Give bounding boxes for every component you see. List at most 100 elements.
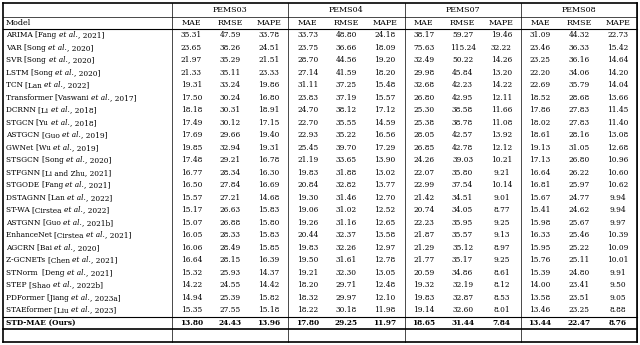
Text: 19.31: 19.31 xyxy=(259,144,280,152)
Text: 15.82: 15.82 xyxy=(259,294,280,302)
Text: , 2021]: , 2021] xyxy=(105,231,131,239)
Text: 11.66: 11.66 xyxy=(491,106,512,114)
Text: 13.77: 13.77 xyxy=(374,181,396,189)
Text: et al.: et al. xyxy=(51,119,70,127)
Text: 26.80: 26.80 xyxy=(568,156,589,164)
Text: RMSE: RMSE xyxy=(218,19,243,27)
Text: 16.39: 16.39 xyxy=(259,256,280,264)
Text: , 2018]: , 2018] xyxy=(70,106,96,114)
Text: [Song: [Song xyxy=(24,56,49,64)
Text: 24.80: 24.80 xyxy=(568,269,589,277)
Text: [Yu: [Yu xyxy=(36,119,51,127)
Text: 37.25: 37.25 xyxy=(336,81,357,89)
Text: 25.97: 25.97 xyxy=(568,181,589,189)
Text: , 2019]: , 2019] xyxy=(72,144,99,152)
Text: 26.85: 26.85 xyxy=(413,144,435,152)
Text: 10.01: 10.01 xyxy=(607,256,628,264)
Text: 24.55: 24.55 xyxy=(220,281,241,289)
Text: 22.47: 22.47 xyxy=(567,319,591,327)
Text: [Li and Zhu, 2021]: [Li and Zhu, 2021] xyxy=(42,169,112,177)
Text: 32.60: 32.60 xyxy=(452,306,473,314)
Text: 29.97: 29.97 xyxy=(336,294,357,302)
Text: 18.22: 18.22 xyxy=(297,306,318,314)
Text: 44.32: 44.32 xyxy=(568,31,589,39)
Text: 18.52: 18.52 xyxy=(529,94,551,102)
Text: 35.95: 35.95 xyxy=(452,219,473,227)
Text: 34.06: 34.06 xyxy=(568,69,589,77)
Text: 23.83: 23.83 xyxy=(297,94,318,102)
Text: 22.20: 22.20 xyxy=(530,69,550,77)
Text: 17.13: 17.13 xyxy=(529,156,551,164)
Text: 31.11: 31.11 xyxy=(297,81,318,89)
Text: , 2021]: , 2021] xyxy=(91,256,117,264)
Text: ARIMA: ARIMA xyxy=(6,31,35,39)
Text: 37.19: 37.19 xyxy=(336,94,357,102)
Text: 14.04: 14.04 xyxy=(607,81,628,89)
Text: 8.12: 8.12 xyxy=(493,281,509,289)
Text: 25.22: 25.22 xyxy=(568,244,589,252)
Text: , 2022]: , 2022] xyxy=(63,81,90,89)
Text: 9.01: 9.01 xyxy=(493,194,509,202)
Text: 32.68: 32.68 xyxy=(413,81,435,89)
Text: 16.80: 16.80 xyxy=(258,94,280,102)
Text: SVR: SVR xyxy=(6,56,24,64)
Text: 34.51: 34.51 xyxy=(452,194,473,202)
Text: et al.: et al. xyxy=(63,219,82,227)
Text: 15.48: 15.48 xyxy=(374,81,396,89)
Text: 35.22: 35.22 xyxy=(336,131,357,139)
Text: 28.68: 28.68 xyxy=(568,94,589,102)
Text: 19.26: 19.26 xyxy=(297,219,318,227)
Text: 17.49: 17.49 xyxy=(180,119,202,127)
Text: 12.68: 12.68 xyxy=(607,144,628,152)
Text: 21.29: 21.29 xyxy=(413,244,435,252)
Text: 12.48: 12.48 xyxy=(374,281,396,289)
Text: et al.: et al. xyxy=(45,81,63,89)
Text: 14.59: 14.59 xyxy=(374,119,396,127)
Text: 16.64: 16.64 xyxy=(180,256,202,264)
Text: 19.13: 19.13 xyxy=(529,144,551,152)
Text: [Bai: [Bai xyxy=(37,244,54,252)
Text: 33.73: 33.73 xyxy=(297,31,318,39)
Text: 27.21: 27.21 xyxy=(220,194,241,202)
Text: 28.34: 28.34 xyxy=(220,169,241,177)
Text: ST-WA: ST-WA xyxy=(6,206,32,214)
Text: STGCN: STGCN xyxy=(6,119,36,127)
Text: [Vaswani: [Vaswani xyxy=(55,94,91,102)
Text: 36.33: 36.33 xyxy=(568,44,589,52)
Text: 14.64: 14.64 xyxy=(607,56,628,64)
Text: 42.78: 42.78 xyxy=(452,144,473,152)
Text: 29.66: 29.66 xyxy=(220,131,241,139)
Text: MAPE: MAPE xyxy=(605,19,630,27)
Text: [Guo: [Guo xyxy=(42,131,62,139)
Text: 19.83: 19.83 xyxy=(413,294,435,302)
Text: 9.25: 9.25 xyxy=(493,219,509,227)
Text: 12.70: 12.70 xyxy=(374,194,396,202)
Text: LSTM: LSTM xyxy=(6,69,31,77)
Text: 15.95: 15.95 xyxy=(529,244,551,252)
Text: 16.06: 16.06 xyxy=(180,244,202,252)
Text: 23.41: 23.41 xyxy=(568,281,589,289)
Text: 21.19: 21.19 xyxy=(297,156,318,164)
Text: 14.00: 14.00 xyxy=(529,281,551,289)
Text: 59.27: 59.27 xyxy=(452,31,473,39)
Text: STNorm: STNorm xyxy=(6,269,42,277)
Text: 34.86: 34.86 xyxy=(452,269,473,277)
Text: 35.80: 35.80 xyxy=(452,169,473,177)
Text: et al.: et al. xyxy=(72,306,90,314)
Text: 8.01: 8.01 xyxy=(493,306,509,314)
Text: 15.17: 15.17 xyxy=(180,206,202,214)
Text: , 2020]: , 2020] xyxy=(74,244,100,252)
Text: 28.05: 28.05 xyxy=(413,131,435,139)
Text: 28.49: 28.49 xyxy=(220,244,241,252)
Text: et al.: et al. xyxy=(62,131,81,139)
Text: 16.33: 16.33 xyxy=(529,231,550,239)
Text: 23.46: 23.46 xyxy=(529,44,550,52)
Text: 9.91: 9.91 xyxy=(609,269,626,277)
Text: [Song: [Song xyxy=(42,156,66,164)
Text: 32.49: 32.49 xyxy=(413,56,435,64)
Text: 25.39: 25.39 xyxy=(220,294,241,302)
Text: [Cirstea: [Cirstea xyxy=(32,206,64,214)
Text: RMSE: RMSE xyxy=(566,19,591,27)
Text: 31.61: 31.61 xyxy=(336,256,357,264)
Text: 24.18: 24.18 xyxy=(374,31,396,39)
